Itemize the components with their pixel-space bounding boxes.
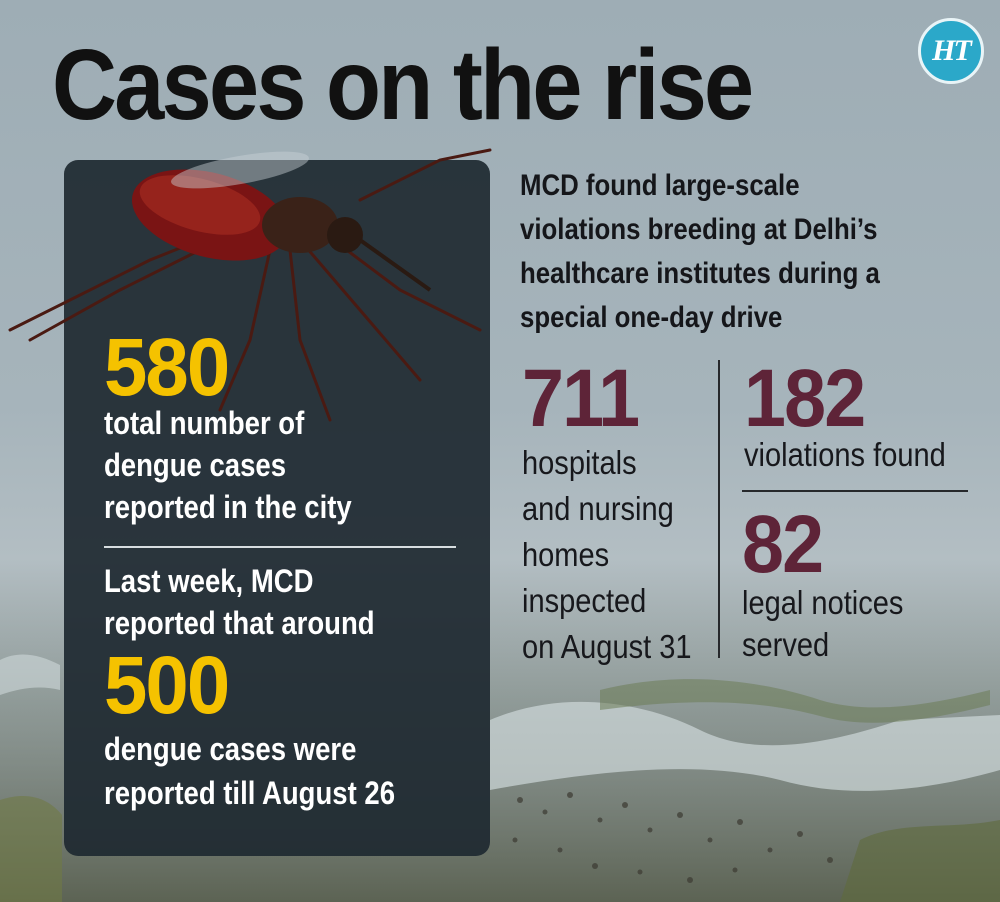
stats-vertical-divider bbox=[718, 360, 720, 658]
stats-horizontal-divider bbox=[742, 490, 968, 492]
intro-line-3: healthcare institutes during a bbox=[520, 257, 880, 290]
page-title: Cases on the rise bbox=[52, 29, 754, 141]
last-week-tail-line-1: dengue cases were bbox=[104, 731, 357, 767]
total-cases-label-line-2: dengue cases bbox=[104, 447, 287, 483]
panel-divider bbox=[104, 546, 456, 548]
dengue-panel bbox=[64, 160, 490, 856]
last-week-line-2: reported that around bbox=[104, 605, 375, 641]
intro-line-4: special one-day drive bbox=[520, 301, 783, 334]
inspected-label-line-3: homes bbox=[522, 536, 610, 573]
inspected-label-line-1: hospitals bbox=[522, 444, 637, 481]
last-week-tail-line-2: reported till August 26 bbox=[104, 775, 396, 811]
total-cases-value: 580 bbox=[104, 322, 230, 413]
total-cases-label-line-1: total number of bbox=[104, 405, 305, 441]
violations-value: 182 bbox=[744, 353, 866, 444]
violations-label: violations found bbox=[744, 436, 946, 473]
inspected-value: 711 bbox=[522, 353, 640, 444]
notices-value: 82 bbox=[742, 499, 824, 590]
mosquito-icon bbox=[8, 148, 492, 422]
inspected-label-line-2: and nursing bbox=[522, 490, 674, 527]
notices-label-line-2: served bbox=[742, 626, 830, 663]
ht-logo-icon: HT bbox=[918, 18, 984, 84]
intro-text: MCD found large-scale violations breedin… bbox=[520, 164, 880, 340]
last-week-cases-value: 500 bbox=[104, 640, 230, 731]
inspected-label-line-5: on August 31 bbox=[522, 628, 692, 665]
last-week-line-1: Last week, MCD bbox=[104, 563, 314, 599]
intro-line-2: violations breeding at Delhi’s bbox=[520, 213, 878, 246]
inspected-label-line-4: inspected bbox=[522, 582, 647, 619]
notices-label-line-1: legal notices bbox=[742, 584, 904, 621]
intro-line-1: MCD found large-scale bbox=[520, 169, 800, 202]
total-cases-label-line-3: reported in the city bbox=[104, 489, 352, 525]
